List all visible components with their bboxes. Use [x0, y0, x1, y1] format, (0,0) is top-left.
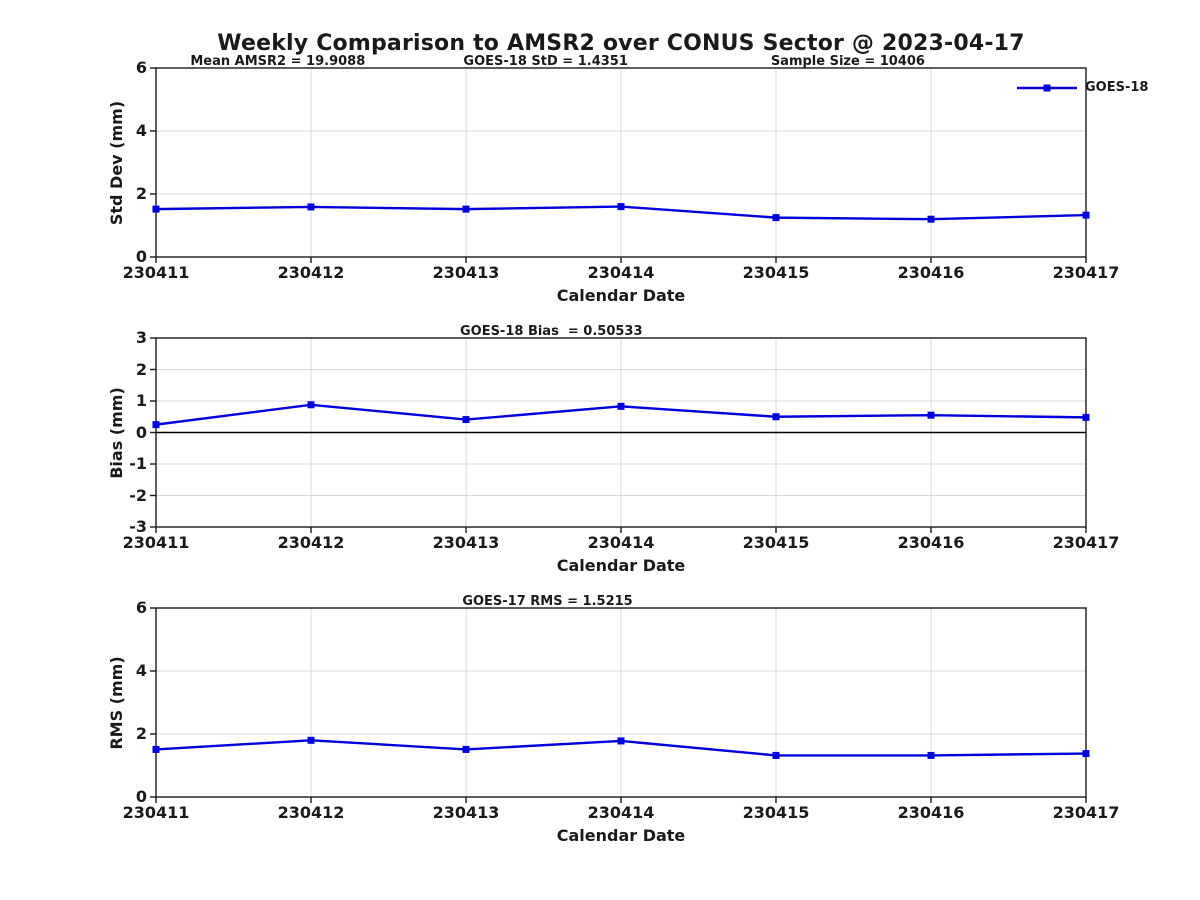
subplot-bias-mm-xtick-label: 230411: [122, 533, 190, 552]
subplot-rms-mm-xtick-label: 230412: [277, 803, 345, 822]
legend-label: GOES-18: [1085, 80, 1149, 95]
subplot-bias-mm-ytick-label: -1: [129, 454, 147, 473]
subplot-std-dev-mm-xtick-label: 230416: [897, 263, 965, 282]
subplot-bias-mm-data-point-marker: [927, 411, 935, 419]
subplot-bias-mm-ytick-label: 0: [135, 422, 147, 442]
subplot-rms-mm-data-point-marker: [772, 751, 780, 759]
subplot-std-dev-mm-x-axis-label: Calendar Date: [556, 286, 686, 305]
subplot-std-dev-mm-ytick-label: 0: [135, 247, 147, 266]
subplot-rms-mm-ytick-label: 0: [135, 787, 147, 806]
subplot-bias-mm-data-point-marker: [1082, 413, 1090, 421]
subplot-std-dev-mm-ytick-label: 4: [135, 121, 147, 140]
subplot-std-dev-mm-xtick-label: 230412: [277, 263, 345, 282]
subplot-bias-mm-xtick-label: 230414: [587, 533, 655, 552]
subplot-rms-mm-data-point-marker: [927, 751, 935, 759]
subplot-std-dev-mm-data-point-marker: [152, 205, 160, 213]
subplot-rms-mm-xtick-label: 230411: [122, 803, 190, 822]
subplot-rms-mm-x-axis-label: Calendar Date: [556, 826, 686, 845]
subplot-bias-mm-data-point-marker: [772, 413, 780, 421]
subplot-bias-mm-ytick-label: 3: [135, 328, 147, 347]
subplot-std-dev-mm-xtick-label: 230411: [122, 263, 190, 282]
subplot-rms-mm-annotation: GOES-17 RMS = 1.5215: [462, 594, 633, 609]
subplot-bias-mm-xtick-label: 230413: [432, 533, 500, 552]
subplot-rms-mm-ytick-label: 2: [135, 724, 147, 743]
subplot-rms-mm-data-point-marker: [617, 737, 625, 745]
subplot-bias-mm-xtick-label: 230416: [897, 533, 965, 552]
subplot-bias-mm-ytick-label: 2: [135, 359, 147, 379]
subplot-std-dev-mm-annotation: Sample Size = 10406: [770, 54, 925, 69]
subplot-rms-mm-y-axis-label: RMS (mm): [107, 655, 126, 750]
subplot-rms-mm-xtick-label: 230415: [742, 803, 810, 822]
subplot-std-dev-mm-y-axis-label: Std Dev (mm): [107, 100, 126, 225]
subplot-std-dev-mm-xtick-label: 230415: [742, 263, 810, 282]
subplot-rms-mm-xtick-label: 230413: [432, 803, 500, 822]
subplot-bias-mm-xtick-label: 230412: [277, 533, 345, 552]
subplot-bias-mm-ytick-label: 1: [135, 391, 147, 410]
subplot-std-dev-mm-data-point-marker: [307, 203, 315, 211]
subplot-bias-mm-data-point-marker: [152, 421, 160, 429]
subplot-rms-mm-xtick-label: 230417: [1052, 803, 1120, 822]
subplot-std-dev-mm-xtick-label: 230413: [432, 263, 500, 282]
subplot-std-dev-mm-data-point-marker: [1082, 211, 1090, 219]
subplot-std-dev-mm-data-point-marker: [927, 215, 935, 223]
subplot-bias-mm-x-axis-label: Calendar Date: [556, 556, 686, 575]
subplot-rms-mm-ytick-label: 6: [135, 598, 147, 617]
subplot-rms-mm-xtick-label: 230414: [587, 803, 655, 822]
subplot-rms-mm-data-point-marker: [1082, 750, 1090, 758]
subplot-std-dev-mm-data-point-marker: [617, 203, 625, 211]
subplot-rms-mm-data-point-marker: [307, 736, 315, 744]
subplot-bias-mm-annotation: GOES-18 Bias = 0.50533: [459, 324, 643, 339]
figure-title: Weekly Comparison to AMSR2 over CONUS Se…: [217, 31, 1025, 56]
subplot-rms-mm-ytick-label: 4: [135, 661, 147, 680]
subplot-bias-mm-ytick-label: -2: [129, 485, 147, 505]
subplot-std-dev-mm-data-point-marker: [462, 205, 470, 213]
subplot-bias-mm-ytick-label: -3: [129, 517, 147, 536]
subplot-std-dev-mm-xtick-label: 230417: [1052, 263, 1120, 282]
subplot-bias-mm-xtick-label: 230415: [742, 533, 810, 552]
subplot-std-dev-mm-ytick-label: 2: [135, 184, 147, 203]
subplot-bias-mm-data-point-marker: [617, 402, 625, 410]
subplot-bias-mm-y-axis-label: Bias (mm): [107, 386, 126, 479]
subplot-std-dev-mm-annotation: Mean AMSR2 = 19.9088: [190, 54, 366, 69]
subplot-std-dev-mm-xtick-label: 230414: [587, 263, 655, 282]
subplot-rms-mm-xtick-label: 230416: [897, 803, 965, 822]
subplot-rms-mm-data-point-marker: [152, 745, 160, 753]
legend-marker-sample: [1043, 84, 1051, 92]
subplot-std-dev-mm-annotation: GOES-18 StD = 1.4351: [463, 54, 628, 69]
subplot-bias-mm-xtick-label: 230417: [1052, 533, 1120, 552]
subplot-std-dev-mm-ytick-label: 6: [135, 58, 147, 77]
subplot-bias-mm-data-point-marker: [462, 416, 470, 424]
subplot-rms-mm-data-point-marker: [462, 745, 470, 753]
subplot-std-dev-mm-data-point-marker: [772, 214, 780, 222]
subplot-bias-mm-data-point-marker: [307, 401, 315, 409]
